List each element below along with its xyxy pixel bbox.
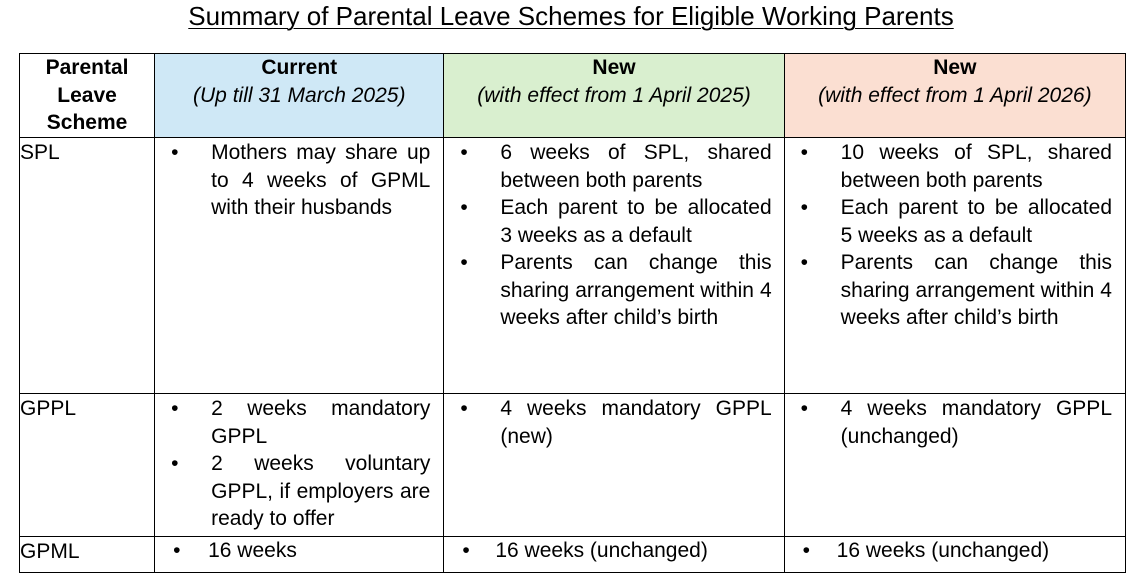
row-label-gppl: GPPL (18, 393, 156, 537)
bullet-icon: • (462, 539, 470, 562)
header-scheme-label: Parental Leave Scheme (45, 56, 129, 134)
list-item: Mothers may share up to 4 weeks of GPML … (171, 139, 430, 222)
row-label-gpml: GPML (18, 536, 156, 573)
list-item: 4 weeks mandatory GPPL (unchanged) (801, 395, 1112, 450)
list-item: 4 weeks mandatory GPPL (new) (460, 395, 771, 450)
cell-gpml-new-2026: • 16 weeks (unchanged) (783, 536, 1127, 573)
header-new-2026-title: New (933, 56, 977, 79)
cell-gppl-new-2025: 4 weeks mandatory GPPL (new) (443, 393, 785, 537)
table-row-gpml: GPML • 16 weeks • 16 weeks (unchanged) •… (18, 536, 1127, 573)
table-row-spl: SPL Mothers may share up to 4 weeks of G… (18, 137, 1127, 394)
header-current-period: (Up till 31 March 2025) (193, 83, 406, 107)
bullet-icon: • (802, 539, 811, 562)
list-item: 2 weeks mandatory GPPL (171, 395, 430, 450)
list-item: 16 weeks (unchanged) (836, 539, 1050, 562)
header-new-2026-period: (with effect from 1 April 2026) (818, 83, 1092, 107)
list-item: 16 weeks (208, 539, 297, 562)
cell-gpml-new-2025: • 16 weeks (unchanged) (443, 536, 785, 573)
header-new-2025-title: New (592, 56, 636, 79)
row-label-spl: SPL (18, 137, 156, 394)
table-row-gppl: GPPL 2 weeks mandatory GPPL 2 weeks volu… (18, 393, 1127, 537)
list-item: Parents can change this sharing arrangem… (801, 249, 1112, 332)
cell-spl-new-2026: 10 weeks of SPL, shared between both par… (783, 137, 1127, 394)
bullet-icon: • (173, 539, 181, 562)
list-item: 16 weeks (unchanged) (495, 539, 708, 562)
header-current-title: Current (261, 56, 338, 79)
list-item: 10 weeks of SPL, shared between both par… (801, 139, 1112, 194)
header-scheme: Parental Leave Scheme (18, 53, 156, 138)
parental-leave-table: Parental Leave Scheme Current (Up till 3… (18, 53, 1127, 573)
cell-gppl-new-2026: 4 weeks mandatory GPPL (unchanged) (783, 393, 1127, 537)
list-item: Parents can change this sharing arrangem… (460, 249, 771, 332)
list-item: Each parent to be allocated 5 weeks as a… (801, 194, 1112, 249)
header-current: Current (Up till 31 March 2025) (154, 53, 445, 138)
table-header-row: Parental Leave Scheme Current (Up till 3… (18, 53, 1127, 138)
cell-gpml-current: • 16 weeks (154, 536, 445, 573)
list-item: Each parent to be allocated 3 weeks as a… (460, 194, 771, 249)
cell-gppl-current: 2 weeks mandatory GPPL 2 weeks voluntary… (154, 393, 445, 537)
list-item: 2 weeks voluntary GPPL, if employers are… (171, 450, 430, 533)
header-new-2025-period: (with effect from 1 April 2025) (477, 83, 751, 107)
cell-spl-current: Mothers may share up to 4 weeks of GPML … (154, 137, 445, 394)
cell-spl-new-2025: 6 weeks of SPL, shared between both pare… (443, 137, 785, 394)
header-new-2026: New (with effect from 1 April 2026) (783, 53, 1127, 138)
list-item: 6 weeks of SPL, shared between both pare… (460, 139, 771, 194)
document-title: Summary of Parental Leave Schemes for El… (188, 1, 954, 31)
header-new-2025: New (with effect from 1 April 2025) (443, 53, 785, 138)
